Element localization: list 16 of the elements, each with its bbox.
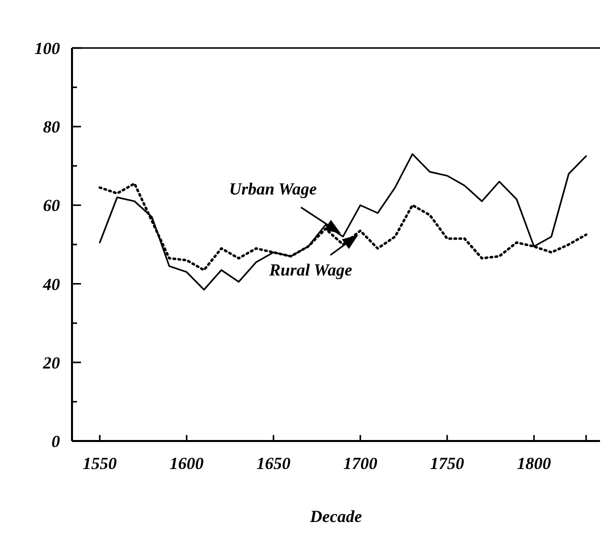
y-tick-label: 100 [34,38,60,58]
y-tick-label: 60 [43,196,60,216]
y-tick-label: 40 [42,274,60,294]
x-tick-label: 1750 [430,454,465,473]
series-label: Urban Wage [229,180,318,199]
line-series [98,153,587,290]
x-tick-label: 1800 [517,454,552,473]
y-tick-label: 0 [52,432,60,451]
series-label: Rural Wage [268,260,353,280]
x-tick-label: 1550 [82,454,118,473]
y-tick-label: 20 [42,353,60,372]
x-tick-label: 1650 [256,454,291,473]
x-axis-title: Decade [309,507,362,526]
y-tick-label: 80 [43,118,60,137]
x-tick-label: 1700 [343,454,378,473]
x-tick-label: 1600 [170,454,204,473]
